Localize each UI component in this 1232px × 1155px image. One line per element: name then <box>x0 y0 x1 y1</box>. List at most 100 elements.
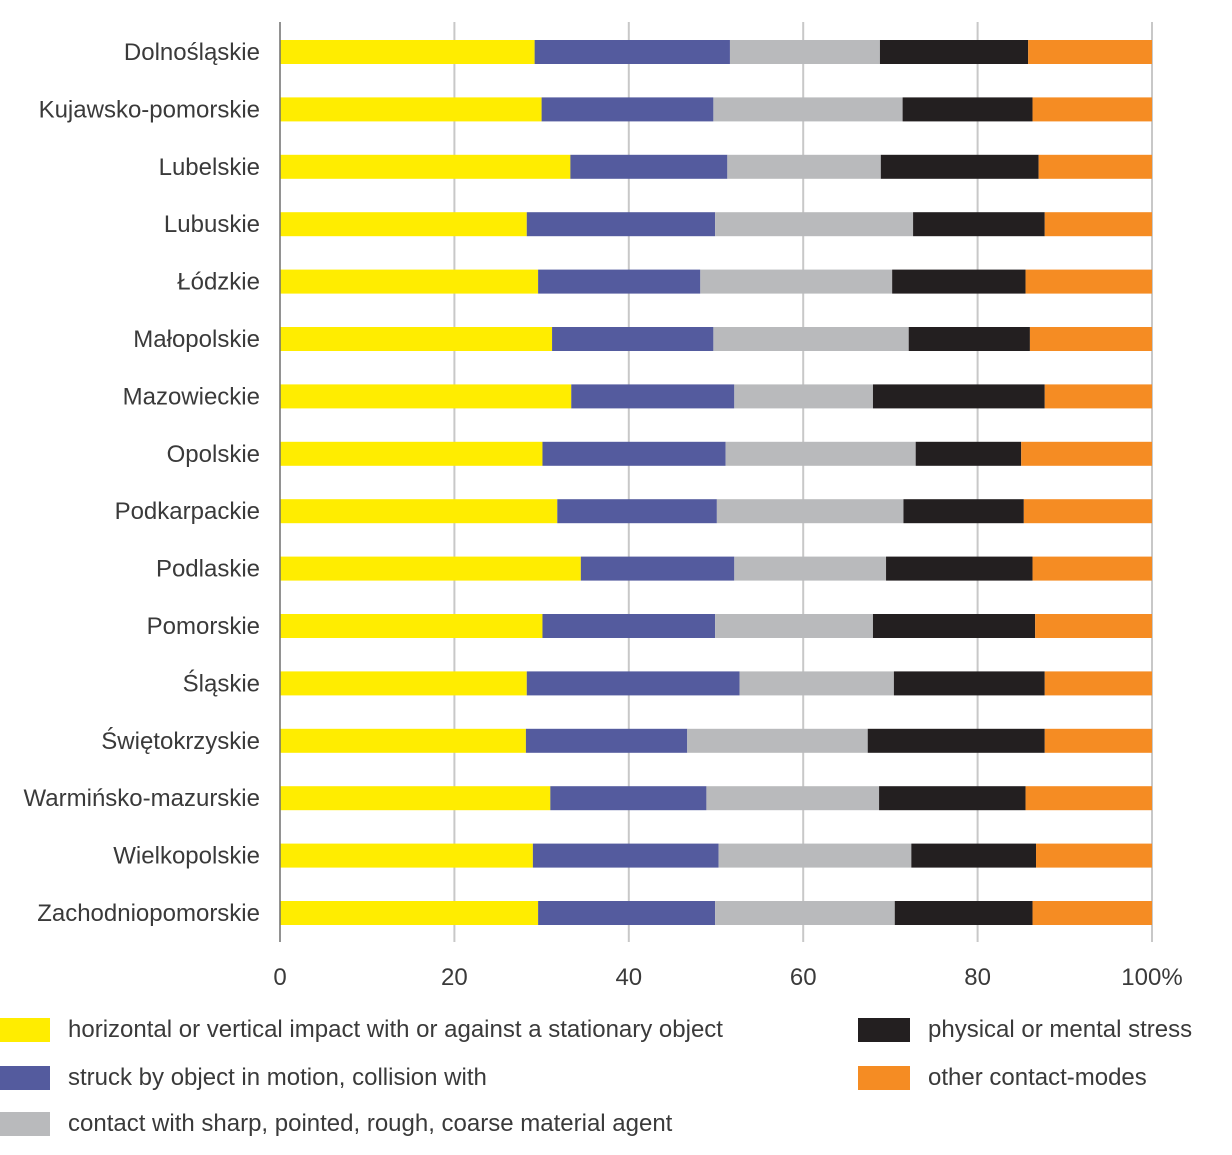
bar-segment <box>894 901 1033 925</box>
bar-segment <box>715 212 914 237</box>
bar-segment <box>734 556 887 581</box>
x-tick-label: 40 <box>615 964 642 991</box>
bar-segment <box>1035 614 1152 638</box>
bar-segment <box>879 40 1029 64</box>
category-label: Łódzkie <box>177 269 260 296</box>
bar-segment <box>913 212 1045 237</box>
bar-segment <box>280 901 539 925</box>
category-label: Pomorskie <box>147 613 260 640</box>
x-tick-label: 20 <box>441 964 468 991</box>
bar-segment <box>727 154 881 179</box>
bar-segment <box>886 556 1033 581</box>
bar-segment <box>1044 728 1152 753</box>
bar-segment <box>280 728 526 753</box>
bar-segment <box>550 786 707 811</box>
label-layer: 0 20 40 60 80 100% Dolnośląskie Kujawsko-pomors… <box>24 39 1183 991</box>
bar-segment <box>532 843 719 868</box>
bar-segment <box>538 269 701 294</box>
bar-segment <box>729 40 880 64</box>
category-label: Lubelskie <box>159 154 260 181</box>
bar-segment <box>280 441 543 466</box>
x-tick-label: 80 <box>964 964 991 991</box>
bar-segment <box>1036 843 1152 868</box>
category-label: Wielkopolskie <box>113 843 260 870</box>
x-tick-label: 60 <box>790 964 817 991</box>
bar-segment <box>280 614 543 638</box>
bar-segment <box>1038 154 1152 179</box>
bar-segment <box>280 40 535 64</box>
bar-segment <box>713 97 903 122</box>
bar-segment <box>1044 212 1152 237</box>
bar-segment <box>1032 556 1152 581</box>
bar-segment <box>1021 441 1152 466</box>
category-label: Zachodniopomorskie <box>37 900 260 927</box>
bar-segment <box>893 671 1045 696</box>
bar-segment <box>716 499 904 524</box>
bar-segment <box>879 786 1026 811</box>
category-label: Dolnośląskie <box>124 39 260 66</box>
bar-segment <box>1028 40 1152 64</box>
bar-segment <box>713 327 909 351</box>
bar-segment <box>872 614 1036 638</box>
bar-segment <box>280 97 542 122</box>
category-label: Opolskie <box>167 441 260 468</box>
bar-segment <box>525 728 688 753</box>
bar-segment <box>706 786 880 811</box>
bar-segment <box>739 671 894 696</box>
bar-segment <box>542 441 726 466</box>
category-label: Podkarpackie <box>115 498 260 525</box>
bar-segment <box>280 499 558 524</box>
category-label: Małopolskie <box>133 326 260 353</box>
x-tick-label: 0 <box>273 964 286 991</box>
bar-segment <box>534 40 730 64</box>
category-label: Podlaskie <box>156 556 260 583</box>
bar-segment <box>892 269 1026 294</box>
bar-segment <box>1044 671 1152 696</box>
bar-segment <box>1025 269 1152 294</box>
bar-segment <box>541 97 714 122</box>
bar-segment <box>542 614 716 638</box>
category-label: Kujawsko-pomorskie <box>39 96 260 123</box>
bar-layer <box>280 40 1152 925</box>
bar-segment <box>715 614 873 638</box>
bar-segment <box>557 499 717 524</box>
bar-segment <box>280 154 571 179</box>
bar-segment <box>1032 901 1152 925</box>
bar-segment <box>734 384 873 409</box>
bar-segment <box>903 499 1024 524</box>
category-label: Śląskie <box>183 669 260 697</box>
bar-segment <box>687 728 868 753</box>
category-label: Mazowieckie <box>123 383 260 410</box>
bar-segment <box>718 843 912 868</box>
bar-segment <box>526 212 716 237</box>
bar-segment <box>880 154 1039 179</box>
bar-segment <box>280 212 527 237</box>
bar-segment <box>700 269 893 294</box>
bar-segment <box>1025 786 1152 811</box>
bar-segment <box>280 384 572 409</box>
bar-segment <box>280 843 533 868</box>
category-label: Lubuskie <box>164 211 260 238</box>
bar-segment <box>908 327 1030 351</box>
bar-segment <box>902 97 1033 122</box>
bar-segment <box>571 384 735 409</box>
bar-segment <box>280 671 527 696</box>
bar-segment <box>1029 327 1152 351</box>
bar-segment <box>1044 384 1152 409</box>
bar-segment <box>280 786 551 811</box>
bar-segment <box>538 901 716 925</box>
category-label: Warmińsko-mazurskie <box>24 785 260 812</box>
bar-segment <box>570 154 728 179</box>
bar-segment <box>867 728 1045 753</box>
bar-segment <box>1032 97 1152 122</box>
bar-segment <box>1023 499 1152 524</box>
x-tick-label: 100% <box>1121 964 1182 991</box>
category-label: Świętokrzyskie <box>101 727 260 755</box>
bar-segment <box>915 441 1022 466</box>
bar-segment <box>526 671 740 696</box>
bar-segment <box>911 843 1037 868</box>
bar-segment <box>725 441 916 466</box>
bar-segment <box>872 384 1045 409</box>
bar-segment <box>552 327 714 351</box>
